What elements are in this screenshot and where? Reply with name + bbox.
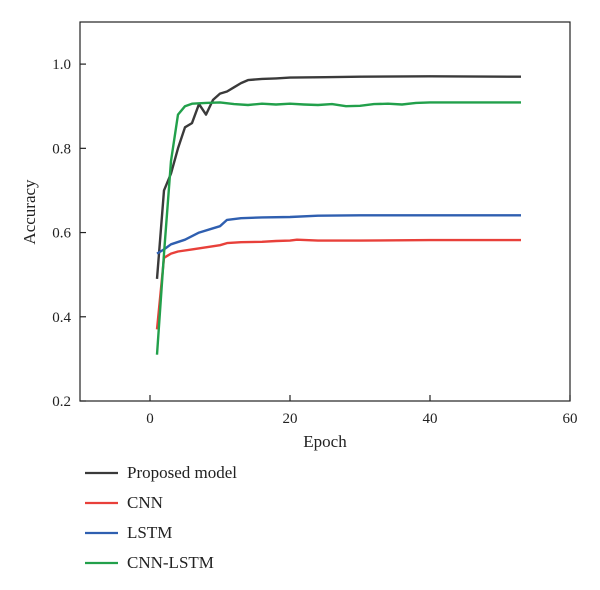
series-line-3	[156, 214, 521, 255]
series-line-2	[155, 238, 521, 330]
y-tick-label: 1.0	[52, 57, 71, 73]
series-line-4	[155, 101, 521, 355]
series-line-1	[155, 75, 522, 279]
y-axis-label: Accuracy	[20, 179, 39, 245]
x-tick-label: 40	[423, 411, 438, 427]
x-tick-label: 60	[563, 411, 578, 427]
x-axis-label: Epoch	[303, 432, 347, 451]
x-tick-label: 20	[283, 411, 298, 427]
plot-frame	[79, 21, 571, 402]
y-tick-label: 0.8	[52, 141, 71, 157]
legend-label: LSTM	[127, 523, 172, 542]
legend-label: CNN	[127, 493, 163, 512]
y-tick-label: 0.2	[52, 394, 71, 410]
y-tick-label: 0.6	[52, 226, 71, 242]
legend-label: CNN-LSTM	[127, 553, 214, 572]
legend-label: Proposed model	[127, 463, 237, 482]
x-tick-label: 0	[146, 411, 154, 427]
y-tick-label: 0.4	[52, 310, 71, 326]
